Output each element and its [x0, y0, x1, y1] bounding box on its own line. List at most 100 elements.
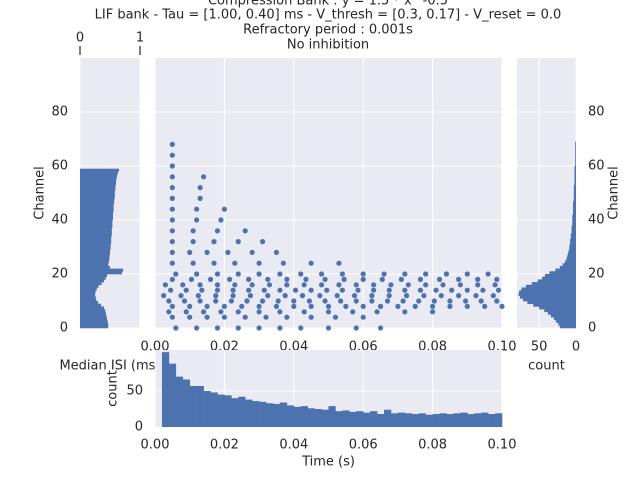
spike	[178, 293, 184, 299]
bar	[80, 257, 110, 261]
spike	[421, 293, 427, 299]
spike	[169, 260, 175, 266]
spike	[169, 195, 175, 201]
bar	[460, 412, 468, 427]
bar	[196, 385, 204, 427]
bar	[570, 236, 576, 240]
spike	[456, 276, 462, 282]
bar	[80, 284, 99, 288]
bar	[80, 190, 115, 194]
bar	[80, 311, 106, 315]
bar	[574, 176, 576, 180]
spike	[166, 298, 172, 304]
bar	[80, 174, 118, 178]
spike	[447, 303, 453, 309]
spike	[338, 298, 344, 304]
spike	[308, 303, 314, 309]
spike	[194, 271, 200, 277]
spike	[280, 260, 286, 266]
bar	[80, 187, 116, 191]
bar	[217, 394, 225, 427]
bar	[570, 241, 576, 245]
bar	[575, 141, 576, 145]
bar	[80, 287, 97, 291]
spike	[398, 276, 404, 282]
bar	[168, 363, 177, 427]
bar	[80, 236, 112, 240]
bar	[573, 187, 576, 191]
spike	[324, 287, 330, 293]
spike	[351, 293, 358, 299]
x-tick-label: 0.06	[349, 438, 378, 453]
bar	[404, 413, 413, 427]
bar	[80, 268, 124, 272]
spike	[197, 298, 203, 304]
spike	[495, 287, 502, 293]
spike	[211, 239, 217, 245]
spike	[464, 287, 470, 293]
spike	[214, 228, 221, 234]
spike	[235, 309, 241, 315]
spike	[423, 271, 429, 277]
spike	[386, 293, 392, 299]
spike	[181, 298, 188, 304]
spike	[169, 249, 175, 255]
bar	[575, 147, 576, 151]
spike	[227, 276, 233, 282]
bar	[573, 201, 576, 205]
bar	[80, 274, 107, 277]
spike	[292, 287, 299, 293]
spike	[275, 298, 281, 304]
spike	[199, 287, 205, 293]
spike	[464, 271, 470, 277]
spike	[232, 260, 238, 266]
spike	[360, 271, 366, 277]
bar	[80, 168, 119, 172]
spike	[266, 282, 273, 288]
spike	[213, 293, 219, 299]
spike	[256, 271, 262, 277]
spike	[230, 287, 236, 293]
spike	[197, 282, 203, 288]
bar	[80, 255, 110, 259]
spike	[284, 314, 290, 320]
y-axis-label: Channel	[33, 166, 48, 219]
bar	[363, 412, 371, 427]
y-tick-label: 40	[51, 213, 68, 228]
spike	[204, 249, 210, 255]
spike	[277, 309, 283, 315]
bar	[80, 306, 104, 310]
spike	[308, 314, 314, 320]
spike	[169, 141, 175, 147]
spike	[308, 287, 314, 293]
bar	[519, 290, 576, 294]
bar	[384, 409, 392, 427]
spike	[204, 314, 210, 320]
spike	[374, 309, 380, 315]
spike	[436, 276, 443, 282]
bar	[545, 274, 576, 277]
spike	[308, 260, 314, 266]
bar	[575, 149, 576, 153]
spike	[473, 293, 479, 299]
spike	[353, 298, 359, 304]
spike	[221, 303, 227, 309]
bar	[210, 392, 218, 427]
bar	[279, 402, 288, 427]
spike	[402, 287, 408, 293]
bar	[80, 209, 114, 213]
bar	[411, 414, 420, 427]
bar	[574, 171, 576, 175]
spike	[360, 303, 366, 309]
bar	[328, 406, 336, 427]
spike	[449, 287, 455, 293]
spike	[371, 287, 377, 293]
y-tick-label: 50	[126, 384, 143, 399]
bar	[544, 309, 576, 313]
spike	[457, 282, 463, 288]
spike	[377, 325, 384, 331]
spike	[336, 260, 342, 266]
spike	[494, 276, 500, 282]
spike	[360, 276, 366, 282]
spike	[273, 303, 280, 309]
